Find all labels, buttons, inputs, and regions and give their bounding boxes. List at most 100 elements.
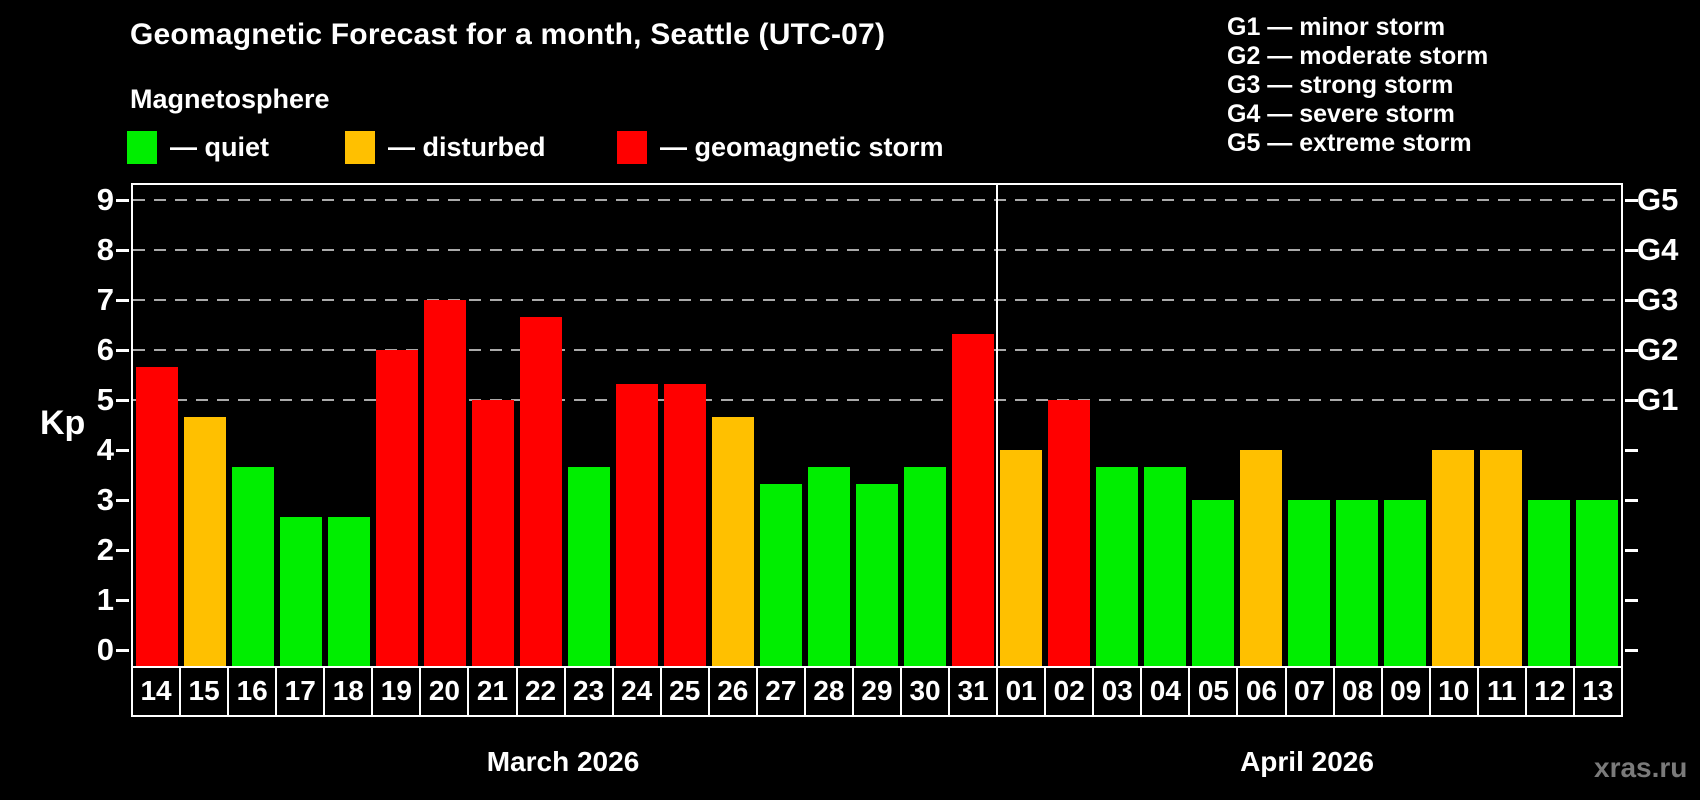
y-tick-right-9: [1625, 199, 1638, 202]
y-axis-label-1: 1: [96, 582, 114, 617]
legend-label-disturbed: — disturbed: [388, 132, 546, 162]
bar-day-30: [904, 466, 946, 666]
y-axis-label-6: 6: [96, 332, 114, 367]
y-tick-right-0: [1625, 649, 1638, 652]
bar-day-04: [1144, 466, 1186, 666]
storm-scale-line-g1: G1 — minor storm: [1227, 13, 1446, 41]
y-tick-right-4: [1625, 449, 1638, 452]
bar-day-19: [376, 350, 418, 666]
day-label-24: 24: [611, 666, 662, 717]
y-tick-right-5: [1625, 399, 1638, 402]
y-tick-left-4: [116, 449, 129, 452]
day-label-28: 28: [803, 666, 854, 717]
day-label-23: 23: [563, 666, 614, 717]
legend-item-quiet: — quiet: [127, 131, 269, 164]
bar-day-01: [1000, 450, 1042, 666]
bar-day-26: [712, 416, 754, 666]
legend-item-disturbed: — disturbed: [345, 131, 546, 164]
storm-scale-line-g3: G3 — strong storm: [1227, 71, 1454, 99]
bar-day-12: [1528, 500, 1570, 666]
right-axis-label-g5: G5: [1637, 182, 1679, 217]
bar-day-25: [664, 383, 706, 666]
bar-day-16: [232, 466, 274, 666]
y-tick-right-3: [1625, 499, 1638, 502]
bar-day-31: [952, 333, 994, 666]
bar-day-17: [280, 516, 322, 666]
day-label-29: 29: [851, 666, 902, 717]
y-axis-label-5: 5: [96, 382, 114, 417]
day-label-14: 14: [131, 666, 182, 717]
day-label-20: 20: [419, 666, 470, 717]
bar-day-15: [184, 416, 226, 666]
storm-scale-line-g4: G4 — severe storm: [1227, 100, 1455, 128]
day-label-06: 06: [1236, 666, 1287, 717]
day-label-07: 07: [1284, 666, 1335, 717]
bar-day-24: [616, 383, 658, 666]
gridline-kp-7: [133, 299, 1621, 301]
y-axis-tick-labels: 0 1 2 3 4 5 6 7 8 9: [0, 182, 114, 667]
y-tick-left-3: [116, 499, 129, 502]
y-tick-right-2: [1625, 549, 1638, 552]
bar-day-10: [1432, 450, 1474, 666]
y-axis-label-4: 4: [96, 432, 114, 467]
bar-day-20: [424, 300, 466, 666]
month-label-1: April 2026: [1240, 746, 1374, 777]
month-label-0: March 2026: [486, 746, 640, 777]
legend-item-storm: — geomagnetic storm: [617, 131, 944, 164]
storm-scale-legend: G1 — minor storm G2 — moderate storm G3 — …: [1227, 13, 1488, 158]
page-title: Geomagnetic Forecast for a month, Seattl…: [130, 18, 886, 51]
bar-day-09: [1384, 500, 1426, 666]
y-axis-label-7: 7: [96, 282, 114, 317]
storm-scale-line-g5: G5 — extreme storm: [1227, 129, 1472, 157]
y-tick-left-0: [116, 649, 129, 652]
right-axis-label-g2: G2: [1637, 332, 1679, 367]
bar-day-02: [1048, 400, 1090, 666]
gridline-kp-6: [133, 349, 1621, 351]
watermark: xras.ru: [1594, 752, 1688, 783]
y-tick-right-6: [1625, 349, 1638, 352]
day-label-17: 17: [275, 666, 326, 717]
day-label-21: 21: [467, 666, 518, 717]
y-axis-label-8: 8: [96, 232, 114, 267]
bar-day-29: [856, 483, 898, 666]
y-tick-left-7: [116, 299, 129, 302]
right-axis-label-g1: G1: [1637, 382, 1679, 417]
day-label-03: 03: [1092, 666, 1143, 717]
y-tick-left-8: [116, 249, 129, 252]
day-label-01: 01: [996, 666, 1047, 717]
day-label-12: 12: [1524, 666, 1575, 717]
day-label-26: 26: [707, 666, 758, 717]
day-label-31: 31: [948, 666, 999, 717]
day-label-27: 27: [755, 666, 806, 717]
day-label-25: 25: [659, 666, 710, 717]
bar-day-07: [1288, 500, 1330, 666]
gridline-kp-8: [133, 249, 1621, 251]
day-label-15: 15: [179, 666, 230, 717]
bar-day-06: [1240, 450, 1282, 666]
x-axis-day-labels: 14 15 16 17 18 19 20 21 22 23 24 25 26 27 28 29 30 31 01 02…: [131, 666, 1623, 717]
day-label-11: 11: [1476, 666, 1527, 717]
bar-day-11: [1480, 450, 1522, 666]
day-label-30: 30: [900, 666, 951, 717]
legend-label-storm: — geomagnetic storm: [660, 132, 944, 162]
bar-day-18: [328, 516, 370, 666]
y-tick-right-1: [1625, 599, 1638, 602]
y-tick-right-7: [1625, 299, 1638, 302]
right-axis-g-labels: G1 G2 G3 G4 G5: [1637, 182, 1700, 666]
y-tick-left-9: [116, 199, 129, 202]
right-axis-label-g4: G4: [1637, 232, 1679, 267]
y-tick-left-2: [116, 549, 129, 552]
y-axis-label-9: 9: [96, 182, 114, 217]
y-tick-left-6: [116, 349, 129, 352]
legend-swatch-quiet: [127, 131, 157, 164]
bar-day-13: [1576, 500, 1618, 666]
storm-scale-line-g2: G2 — moderate storm: [1227, 42, 1489, 70]
y-tick-left-1: [116, 599, 129, 602]
day-label-09: 09: [1380, 666, 1431, 717]
y-axis-label-3: 3: [96, 482, 114, 517]
legend-label-quiet: — quiet: [170, 132, 269, 162]
bar-day-14: [136, 366, 178, 666]
y-axis-title: Kp: [40, 404, 86, 442]
y-tick-left-5: [116, 399, 129, 402]
